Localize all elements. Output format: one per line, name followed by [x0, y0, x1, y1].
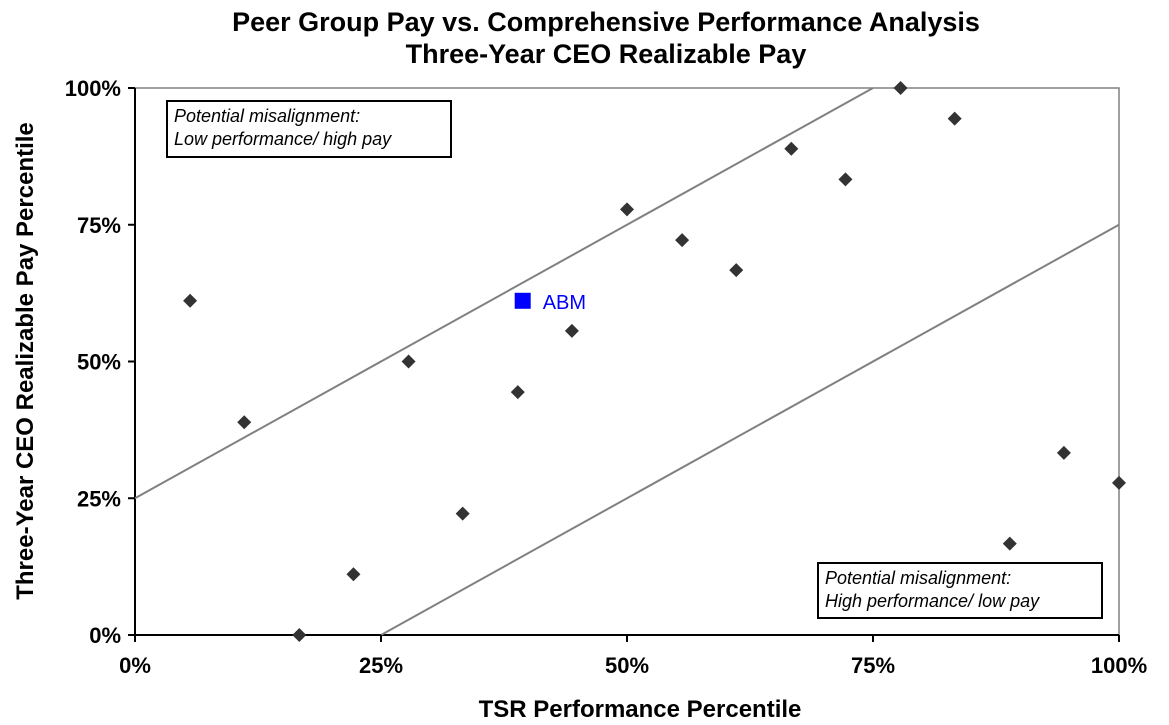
peer-point-diamond [947, 111, 962, 126]
chart-title-line-2: Three-Year CEO Realizable Pay [405, 39, 807, 69]
peer-point-diamond [1056, 445, 1071, 460]
peer-point-diamond [401, 354, 416, 369]
y-tick-label: 75% [77, 213, 121, 238]
peer-point-diamond [455, 506, 470, 521]
x-tick-label: 50% [605, 653, 649, 678]
data-points: ABM [183, 81, 1126, 642]
axis-ticks: 0% 0% 25% 25% 50% 50% 75% 75% 100% 100% [65, 76, 1147, 678]
y-tick-label: 25% [77, 486, 121, 511]
reference-line [380, 223, 1120, 636]
y-axis-label: Three-Year CEO Realizable Pay Percentile [12, 122, 39, 600]
reference-line [134, 87, 874, 500]
x-axis-label: TSR Performance Percentile [479, 696, 802, 723]
peer-point-diamond [893, 81, 908, 95]
x-tick-label: 25% [359, 653, 403, 678]
annotation-high-performance-low-pay: Potential misalignment: High performance… [817, 562, 1103, 619]
y-tick-label: 100% [65, 76, 121, 101]
plot-frame [134, 87, 1120, 636]
x-tick-label: 75% [851, 653, 895, 678]
peer-point-diamond [564, 323, 579, 338]
y-tick-label: 50% [77, 350, 121, 375]
chart-title: Peer Group Pay vs. Comprehensive Perform… [0, 6, 1169, 70]
abm-point-square [514, 292, 531, 309]
annotation-line: Potential misalignment: [825, 568, 1012, 588]
x-tick-label: 0% [119, 653, 151, 678]
annotation-line: Potential misalignment: [174, 106, 361, 126]
y-tick-label: 0% [89, 623, 121, 648]
annotation-low-performance-high-pay: Potential misalignment: Low performance/… [166, 100, 452, 158]
peer-point-diamond [1002, 536, 1017, 551]
abm-point-label: ABM [543, 292, 586, 314]
peer-point-diamond [729, 263, 744, 278]
peer-point-diamond [675, 233, 690, 248]
reference-lines [134, 87, 1120, 636]
peer-point-diamond [346, 567, 361, 582]
chart-title-line-1: Peer Group Pay vs. Comprehensive Perform… [232, 7, 980, 37]
peer-point-diamond [1112, 475, 1126, 490]
annotation-line: High performance/ low pay [825, 591, 1040, 611]
x-tick-label: 100% [1091, 653, 1147, 678]
peer-point-diamond [510, 385, 525, 400]
peer-point-diamond [237, 415, 252, 430]
peer-point-diamond [784, 141, 799, 156]
plot-area [134, 87, 1120, 636]
peer-point-diamond [183, 293, 198, 308]
peer-point-diamond [620, 202, 634, 217]
peer-point-diamond [838, 172, 853, 187]
peer-point-diamond [292, 628, 307, 642]
annotation-line: Low performance/ high pay [174, 129, 392, 149]
